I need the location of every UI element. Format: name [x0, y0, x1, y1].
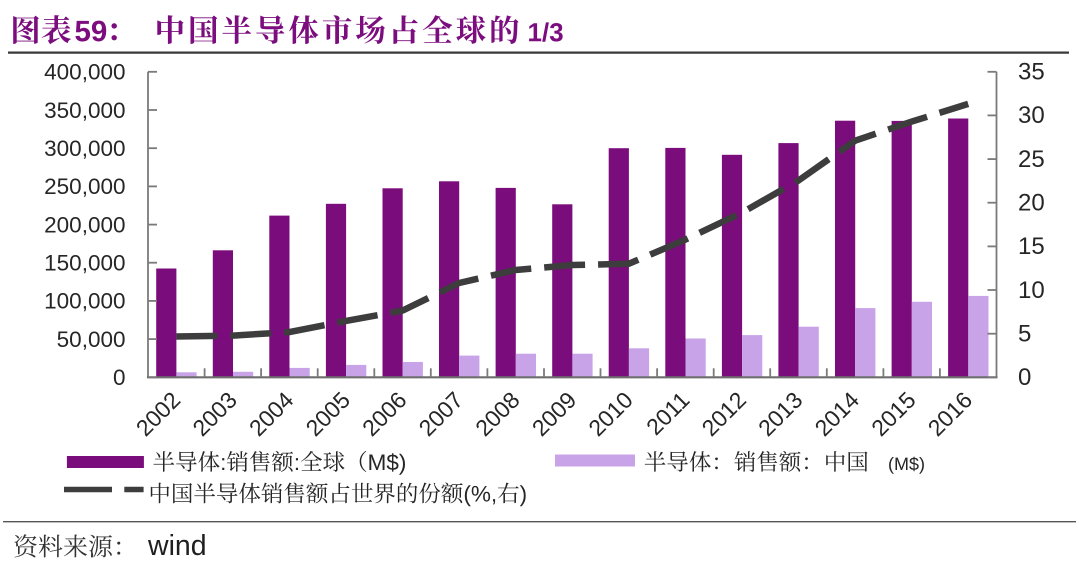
svg-text:10: 10	[1018, 277, 1045, 304]
svg-text:5: 5	[1018, 321, 1031, 348]
svg-text:150,000: 150,000	[44, 251, 125, 276]
svg-text:0: 0	[1018, 364, 1031, 391]
svg-text:250,000: 250,000	[44, 174, 125, 199]
svg-text:15: 15	[1018, 233, 1045, 260]
svg-text:400,000: 400,000	[44, 60, 125, 85]
svg-text:25: 25	[1018, 146, 1045, 173]
svg-text:35: 35	[1018, 59, 1045, 86]
svg-text:50,000: 50,000	[57, 327, 126, 352]
svg-text:20: 20	[1018, 190, 1045, 217]
svg-text:200,000: 200,000	[44, 212, 125, 237]
svg-text:350,000: 350,000	[44, 98, 125, 123]
svg-text:100,000: 100,000	[44, 289, 125, 314]
svg-text:wind: wind	[147, 530, 207, 562]
svg-text:300,000: 300,000	[44, 136, 125, 161]
svg-text:30: 30	[1018, 102, 1045, 129]
svg-text:0: 0	[113, 365, 126, 390]
